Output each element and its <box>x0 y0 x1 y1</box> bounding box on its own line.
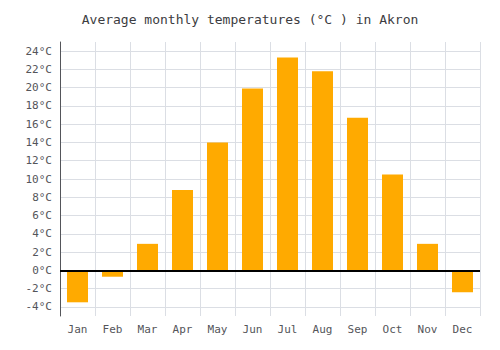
svg-text:Aug: Aug <box>313 323 333 336</box>
svg-text:Apr: Apr <box>173 323 193 336</box>
svg-text:-4°C: -4°C <box>26 300 53 313</box>
svg-text:Mar: Mar <box>138 323 158 336</box>
svg-text:8°C: 8°C <box>32 191 52 204</box>
svg-text:Jun: Jun <box>243 323 263 336</box>
svg-text:May: May <box>208 323 228 336</box>
svg-text:Average monthly temperatures (: Average monthly temperatures (°C ) in Ak… <box>82 12 419 27</box>
svg-text:10°C: 10°C <box>26 173 53 186</box>
svg-text:4°C: 4°C <box>32 227 52 240</box>
svg-text:-2°C: -2°C <box>26 282 53 295</box>
svg-text:16°C: 16°C <box>26 118 53 131</box>
svg-text:22°C: 22°C <box>26 63 53 76</box>
svg-text:20°C: 20°C <box>26 81 53 94</box>
svg-text:Nov: Nov <box>418 323 438 336</box>
svg-text:Dec: Dec <box>453 323 473 336</box>
svg-text:Jul: Jul <box>278 323 298 336</box>
svg-text:2°C: 2°C <box>32 246 52 259</box>
svg-text:18°C: 18°C <box>26 99 53 112</box>
svg-text:24°C: 24°C <box>26 45 53 58</box>
svg-text:Oct: Oct <box>383 323 403 336</box>
svg-text:Sep: Sep <box>348 323 368 336</box>
svg-text:14°C: 14°C <box>26 136 53 149</box>
svg-text:0°C: 0°C <box>32 264 52 277</box>
svg-text:6°C: 6°C <box>32 209 52 222</box>
svg-text:12°C: 12°C <box>26 154 53 167</box>
svg-text:Jan: Jan <box>68 323 88 336</box>
svg-text:Feb: Feb <box>103 323 123 336</box>
